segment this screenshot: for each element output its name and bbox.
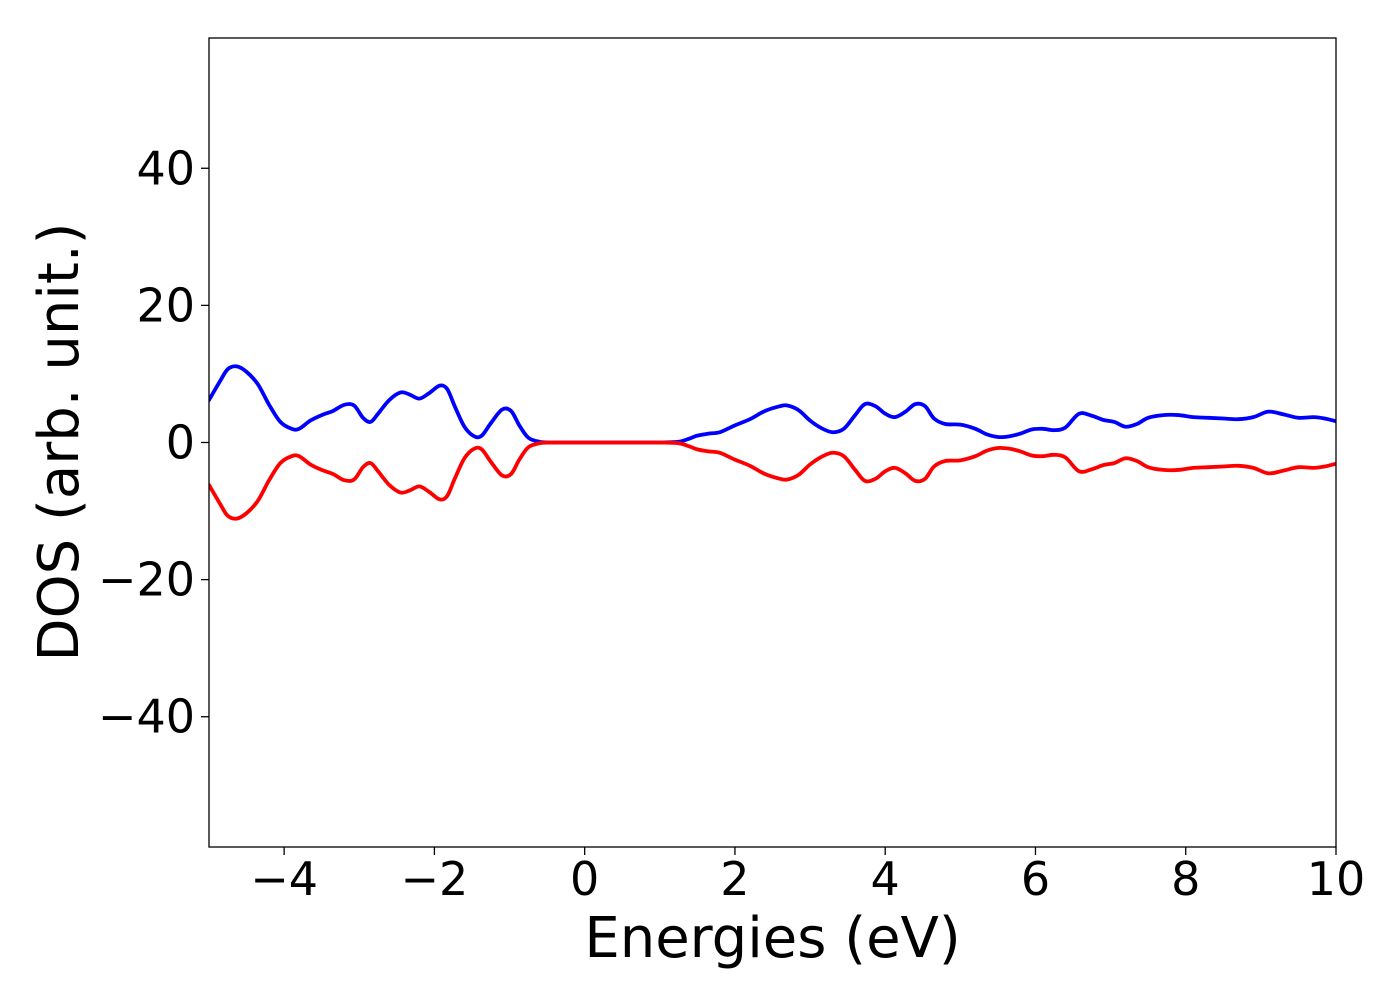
series-line-down (209, 440, 1336, 521)
y-tick-label: −20 (98, 553, 195, 607)
x-tick-label: 2 (720, 852, 749, 906)
plot-frame (208, 37, 1337, 848)
y-axis-label: DOS (arb. unit.) (27, 222, 92, 661)
x-tick-label: −2 (400, 852, 468, 906)
series-line-up (209, 364, 1336, 445)
x-axis-label: Energies (eV) (584, 906, 960, 971)
x-tick-label: 10 (1307, 852, 1366, 906)
y-tick-label: 40 (136, 141, 195, 195)
y-tick-label: 20 (136, 278, 195, 332)
series-layer (209, 364, 1336, 521)
x-tick-label: 0 (570, 852, 599, 906)
x-tick-label: 6 (1021, 852, 1050, 906)
x-tick-label: 4 (871, 852, 900, 906)
y-tick-label: 0 (166, 416, 195, 470)
x-tick-label: 8 (1171, 852, 1200, 906)
y-axis-ticks: 40 20 0 −20 −40 (98, 141, 209, 744)
x-tick-label: −4 (250, 852, 318, 906)
y-tick-label: −40 (98, 690, 195, 744)
x-axis-ticks: −4 −2 0 2 4 6 8 10 (250, 847, 1365, 906)
